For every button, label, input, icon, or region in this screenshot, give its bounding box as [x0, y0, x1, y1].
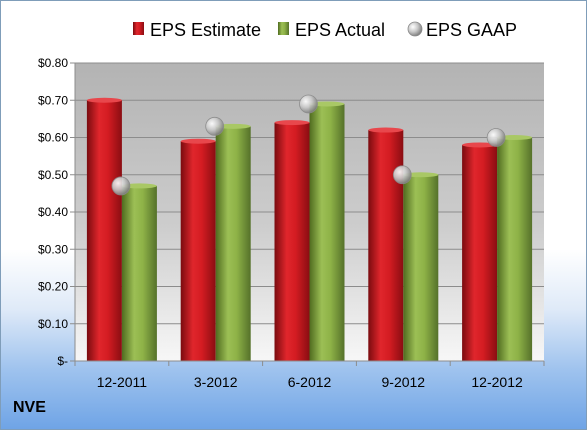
bar-top-eps-estimate — [86, 97, 122, 103]
point-eps-gaap — [486, 128, 506, 147]
point-eps-gaap — [111, 176, 131, 196]
bar-top-eps-actual — [121, 183, 157, 189]
y-tick-label: $0.30 — [38, 242, 68, 256]
legend-label: EPS GAAP — [426, 20, 517, 40]
legend-swatch — [133, 22, 144, 35]
gaap-points — [111, 94, 506, 196]
bar-eps-estimate — [180, 141, 216, 361]
y-tick-label: $0.70 — [38, 93, 68, 107]
legend-label: EPS Estimate — [150, 20, 261, 40]
bar-eps-actual — [497, 137, 533, 361]
y-tick-label: $0.10 — [38, 317, 68, 331]
point-eps-gaap — [205, 116, 225, 136]
x-tick-label: 9-2012 — [382, 374, 426, 390]
bar-top-eps-actual — [497, 135, 533, 140]
bar-eps-actual — [309, 103, 345, 361]
bar-eps-actual — [403, 174, 439, 361]
y-tick-label: $- — [57, 354, 68, 368]
bars — [86, 97, 533, 361]
bar-top-eps-estimate — [462, 142, 498, 148]
bar-top-eps-actual — [309, 101, 345, 107]
x-tick-label: 12-2012 — [471, 374, 523, 390]
bar-top-eps-estimate — [274, 120, 310, 126]
legend-swatch — [407, 21, 423, 37]
bar-top-eps-estimate — [368, 127, 404, 133]
y-axis: $- $0.10 $0.20 $0.30 $0.40 $0.50 $0.60 $0.70 $0.… — [38, 56, 76, 368]
point-eps-gaap — [392, 165, 412, 185]
bar-eps-actual — [121, 185, 157, 361]
legend-label: EPS Actual — [295, 20, 385, 40]
ticker-symbol: NVE — [13, 399, 46, 416]
y-tick-label: $0.40 — [38, 205, 68, 219]
bar-eps-estimate — [368, 130, 404, 361]
y-tick-label: $0.20 — [38, 280, 68, 294]
bar-eps-estimate — [274, 122, 310, 361]
y-tick-label: $0.60 — [38, 131, 68, 145]
bar-eps-estimate — [86, 100, 122, 361]
bar-eps-estimate — [462, 144, 498, 361]
x-axis: 12-2011 3-2012 6-2012 9-2012 12-2012 — [74, 360, 545, 390]
x-tick-label: 6-2012 — [288, 374, 332, 390]
x-tick-label: 12-2011 — [97, 374, 148, 390]
bar-eps-actual — [215, 126, 251, 361]
y-tick-label: $0.50 — [38, 168, 68, 182]
bar-top-eps-actual — [215, 123, 251, 129]
bar-top-eps-actual — [403, 172, 439, 178]
y-tick-label: $0.80 — [38, 56, 68, 70]
point-eps-gaap — [299, 94, 318, 114]
legend: EPS Estimate EPS Actual EPS GAAP — [133, 20, 517, 40]
bar-top-eps-estimate — [180, 138, 216, 144]
x-tick-label: 3-2012 — [194, 374, 238, 390]
legend-swatch — [278, 22, 289, 35]
